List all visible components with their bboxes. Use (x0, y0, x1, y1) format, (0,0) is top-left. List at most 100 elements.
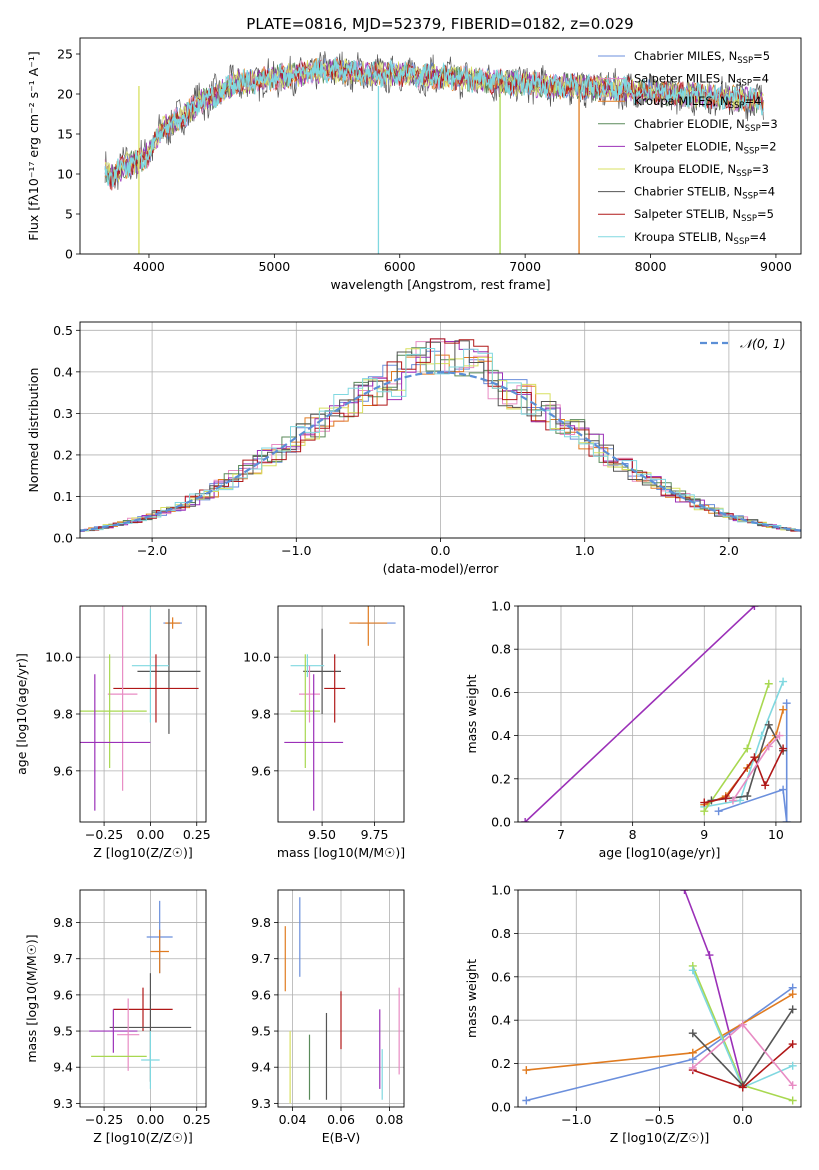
figure-title: PLATE=0816, MJD=52379, FIBERID=0182, z=0… (246, 15, 633, 33)
y-axis-label: mass [log10(M/M☉)] (24, 934, 39, 1062)
x-tick-label: 8 (629, 827, 637, 842)
weight-marker (721, 794, 730, 803)
x-axis-label: Z [log10(Z/Z☉)] (93, 845, 193, 860)
plot-mass_vs_ebv: 0.04 0.06 0.08 9.3 9.4 9.5 9.6 9.7 9.8 E(B-V) (251, 889, 405, 1145)
x-tick-label: 8000 (635, 259, 667, 274)
weight-marker (680, 890, 689, 894)
legend-entry: Chabrier ELODIE, NSSP=3 (634, 117, 778, 134)
y-tick-label: 5 (65, 207, 73, 222)
x-tick-label: 0.00 (136, 1112, 164, 1127)
x-axis-label: Z [log10(Z/Z☉)] (93, 1130, 193, 1145)
weight-marker (788, 1081, 797, 1090)
y-tick-label: 25 (57, 47, 73, 62)
weight-marker (757, 731, 766, 740)
y-tick-label: 9.5 (53, 1024, 73, 1039)
y-tick-label: 9.8 (251, 915, 271, 930)
weight-marker (522, 1096, 531, 1105)
legend-entry: Chabrier MILES, NSSP=5 (634, 49, 770, 66)
weight-line (703, 683, 770, 812)
legend-entry: Salpeter STELIB, NSSP=5 (634, 207, 774, 224)
x-tick-label: −0.25 (85, 1112, 123, 1127)
y-tick-label: 0 (65, 247, 73, 262)
y-tick-label: 9.6 (53, 987, 73, 1002)
plot-residuals: −2.0 −1.0 0.0 1.0 2.0 0.0 0.1 0.2 0.3 0.4 0.5 (data… (26, 321, 802, 576)
weight-marker (688, 1063, 697, 1072)
weight-marker (705, 951, 714, 960)
plot-age_vs_Z: −0.25 0.00 0.25 9.6 9.8 10.0 Z [log10(Z/Z☉)] ag… (14, 605, 211, 860)
weight-marker (779, 677, 788, 686)
weight-marker (700, 807, 709, 816)
y-tick-label: 0.0 (491, 1100, 511, 1115)
y-tick-label: 9.3 (53, 1096, 73, 1111)
axes-frame (79, 37, 802, 255)
weight-marker (764, 742, 773, 751)
y-tick-label: 9.6 (53, 763, 73, 778)
y-tick-label: 0.8 (491, 642, 511, 657)
y-tick-label: 10 (57, 167, 73, 182)
x-axis-label: age [log10(age/yr)] (599, 845, 721, 860)
legend-entry: Salpeter ELODIE, NSSP=2 (634, 139, 777, 156)
histogram-series (80, 354, 801, 532)
weight-marker (788, 1096, 797, 1105)
legend-entry: 𝒩(0, 1) (740, 336, 786, 351)
x-tick-label: −0.25 (85, 827, 123, 842)
plot-area (522, 890, 797, 1105)
weight-marker (775, 731, 784, 740)
x-tick-label: 0.25 (183, 827, 211, 842)
y-tick-label: 0.2 (491, 771, 511, 786)
weight-marker (788, 1040, 797, 1049)
x-tick-label: −0.5 (644, 1112, 674, 1127)
plot-area (80, 338, 801, 533)
weight-marker (788, 990, 797, 999)
y-axis-label: Normed distribution (26, 368, 41, 493)
x-tick-label: 10 (768, 827, 784, 842)
x-tick-label: 0.0 (733, 1112, 753, 1127)
weight-marker (779, 705, 788, 714)
y-tick-label: 9.5 (251, 1024, 271, 1039)
weight-marker (714, 807, 723, 816)
y-tick-label: 20 (57, 87, 73, 102)
y-tick-label: 0.1 (53, 489, 73, 504)
histogram-series (80, 341, 801, 532)
y-tick-label: 10.0 (45, 650, 73, 665)
x-tick-label: 7000 (509, 259, 541, 274)
y-axis-label: mass weight (464, 674, 479, 753)
axes-frame (517, 605, 802, 823)
legend-entry: Kroupa ELODIE, NSSP=3 (634, 162, 769, 179)
y-tick-label: 0.3 (53, 406, 73, 421)
plot-age_vs_mass: 9.50 9.75 9.6 9.8 10.0 mass [log10(M/M☉)] (243, 605, 405, 860)
y-tick-label: 0.6 (491, 685, 511, 700)
y-tick-label: 0.4 (491, 728, 511, 743)
x-tick-label: 2.0 (719, 543, 739, 558)
y-tick-label: 0.8 (491, 926, 511, 941)
x-tick-label: 1.0 (575, 543, 595, 558)
x-tick-label: −1.0 (281, 543, 311, 558)
plot-area (284, 606, 396, 811)
weight-line (718, 703, 788, 822)
x-tick-label: −2.0 (137, 543, 167, 558)
plot-area (284, 897, 400, 1104)
legend-entry: Salpeter MILES, NSSP=4 (634, 72, 769, 89)
x-tick-label: 6000 (384, 259, 416, 274)
plot-mass_vs_Z: −0.25 0.00 0.25 9.3 9.4 9.5 9.6 9.7 9.8 Z [log10(… (24, 889, 211, 1145)
weight-marker (743, 744, 752, 753)
weight-marker (750, 606, 759, 610)
y-tick-label: 0.2 (53, 447, 73, 462)
y-tick-label: 9.7 (53, 951, 73, 966)
weight-line (524, 606, 755, 822)
weight-marker (728, 796, 737, 805)
y-tick-label: 0.0 (491, 815, 511, 830)
weight-marker (521, 818, 530, 822)
y-tick-label: 10.0 (243, 650, 271, 665)
y-tick-label: 1.0 (491, 883, 511, 898)
weight-marker (738, 1020, 747, 1029)
y-tick-label: 15 (57, 127, 73, 142)
axes-frame (79, 889, 207, 1108)
y-tick-label: 9.8 (53, 915, 73, 930)
weight-marker (688, 1029, 697, 1038)
x-tick-label: 4000 (133, 259, 165, 274)
x-tick-label: 0.25 (183, 1112, 211, 1127)
weight-marker (700, 798, 709, 807)
y-tick-label: 0.6 (491, 969, 511, 984)
